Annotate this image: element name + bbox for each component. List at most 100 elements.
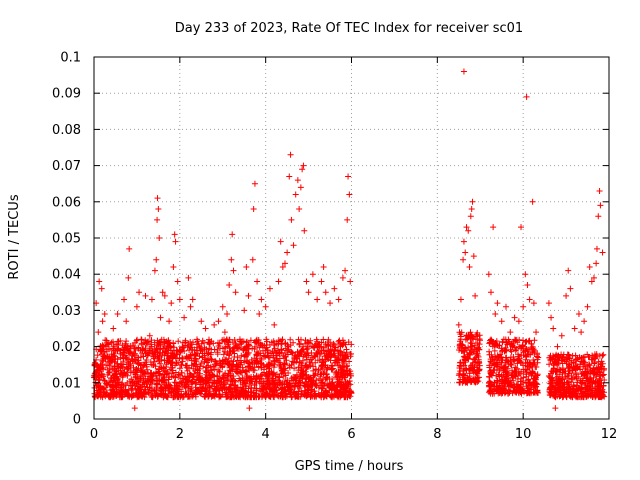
data-point bbox=[198, 318, 205, 325]
data-point bbox=[228, 256, 235, 263]
x-tick-label: 12 bbox=[601, 427, 618, 442]
data-point bbox=[123, 318, 130, 325]
data-points bbox=[91, 68, 608, 412]
data-point bbox=[460, 68, 467, 75]
y-tick-label: 0.03 bbox=[52, 304, 81, 319]
data-point bbox=[146, 332, 153, 339]
data-point bbox=[515, 318, 522, 325]
data-point bbox=[578, 329, 585, 336]
chart-title: Day 233 of 2023, Rate Of TEC Index for r… bbox=[175, 21, 523, 36]
data-point bbox=[485, 271, 492, 278]
data-point bbox=[472, 292, 479, 299]
data-point bbox=[153, 256, 160, 263]
data-point bbox=[530, 300, 537, 307]
data-point bbox=[206, 339, 213, 346]
data-point bbox=[455, 321, 462, 328]
data-point bbox=[545, 300, 552, 307]
data-point bbox=[154, 216, 161, 223]
data-point bbox=[457, 296, 464, 303]
data-point bbox=[251, 180, 258, 187]
data-point bbox=[314, 296, 321, 303]
data-point bbox=[131, 405, 138, 412]
grid bbox=[94, 57, 609, 419]
data-point bbox=[151, 267, 158, 274]
data-point bbox=[533, 329, 540, 336]
data-point bbox=[277, 238, 284, 245]
x-tick-labels: 0 2 4 6 8 10 12 bbox=[90, 427, 617, 442]
data-point bbox=[224, 311, 231, 318]
data-point bbox=[550, 325, 557, 332]
data-point bbox=[99, 318, 106, 325]
data-point bbox=[275, 278, 282, 285]
data-point bbox=[232, 289, 239, 296]
data-point bbox=[202, 325, 209, 332]
data-point bbox=[301, 227, 308, 234]
data-point bbox=[535, 354, 542, 361]
data-point bbox=[575, 311, 582, 318]
data-point bbox=[241, 307, 248, 314]
y-tick-label: 0.08 bbox=[52, 123, 81, 138]
data-point bbox=[490, 224, 497, 231]
x-tick-label: 10 bbox=[515, 427, 532, 442]
data-point bbox=[174, 278, 181, 285]
data-point bbox=[292, 191, 299, 198]
data-point bbox=[470, 253, 477, 260]
data-point bbox=[563, 292, 570, 299]
x-tick-label: 8 bbox=[433, 427, 441, 442]
data-point bbox=[529, 198, 536, 205]
data-point bbox=[526, 296, 533, 303]
data-point bbox=[246, 405, 253, 412]
data-point bbox=[215, 318, 222, 325]
data-point bbox=[189, 296, 196, 303]
data-point bbox=[500, 336, 507, 343]
data-point bbox=[181, 314, 188, 321]
data-point bbox=[299, 166, 306, 173]
data-point bbox=[567, 285, 574, 292]
data-point bbox=[571, 325, 578, 332]
data-point bbox=[164, 394, 171, 401]
data-point bbox=[339, 274, 346, 281]
data-point bbox=[595, 213, 602, 220]
y-tick-labels: 0 0.01 0.02 0.03 0.04 0.05 0.06 0.07 0.08 0.09 0.1 bbox=[52, 51, 81, 428]
data-point bbox=[286, 173, 293, 180]
data-point bbox=[157, 314, 164, 321]
data-point bbox=[318, 278, 325, 285]
data-point bbox=[170, 263, 177, 270]
data-point bbox=[498, 318, 505, 325]
data-point bbox=[106, 354, 113, 361]
data-point bbox=[294, 177, 301, 184]
data-point bbox=[467, 213, 474, 220]
data-point bbox=[492, 311, 499, 318]
x-tick-label: 0 bbox=[90, 427, 98, 442]
x-tick-label: 4 bbox=[262, 427, 270, 442]
data-point bbox=[599, 249, 606, 256]
data-point bbox=[552, 405, 559, 412]
data-point bbox=[103, 339, 110, 346]
y-tick-label: 0.06 bbox=[52, 195, 81, 210]
data-point bbox=[290, 242, 297, 249]
data-point bbox=[586, 263, 593, 270]
data-point bbox=[335, 296, 342, 303]
dense-marker-cloud bbox=[91, 329, 608, 401]
x-tick-label: 2 bbox=[176, 427, 184, 442]
data-point bbox=[262, 303, 269, 310]
data-point bbox=[584, 303, 591, 310]
data-point bbox=[487, 289, 494, 296]
data-point bbox=[95, 329, 102, 336]
data-point bbox=[460, 238, 467, 245]
x-axis-label: GPS time / hours bbox=[295, 459, 404, 474]
axis-ticks bbox=[93, 56, 610, 420]
data-point bbox=[520, 303, 527, 310]
data-point bbox=[142, 292, 149, 299]
y-tick-label: 0.07 bbox=[52, 159, 81, 174]
y-tick-label: 0.09 bbox=[52, 87, 81, 102]
data-point bbox=[558, 332, 565, 339]
data-point bbox=[522, 271, 529, 278]
data-point bbox=[593, 245, 600, 252]
x-tick-label: 6 bbox=[347, 427, 355, 442]
data-point bbox=[322, 289, 329, 296]
data-point bbox=[166, 318, 173, 325]
data-point bbox=[185, 274, 192, 281]
y-tick-label: 0.02 bbox=[52, 340, 81, 355]
